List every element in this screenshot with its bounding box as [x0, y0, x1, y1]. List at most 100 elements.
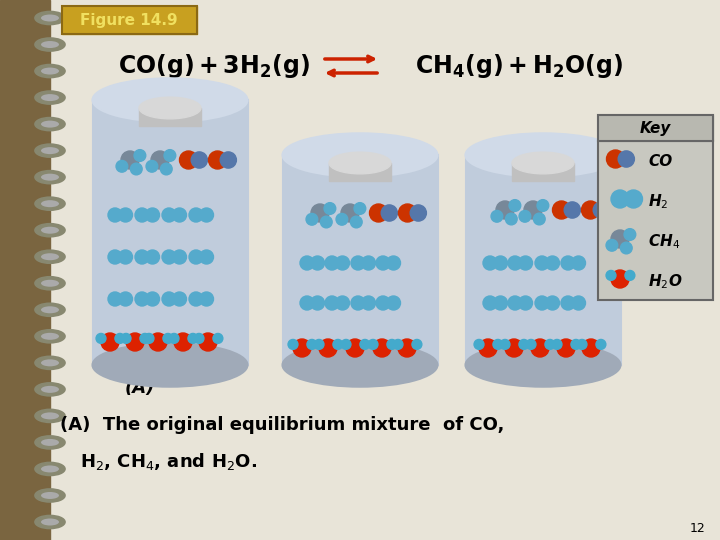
- Circle shape: [518, 256, 533, 270]
- Circle shape: [412, 340, 422, 349]
- Circle shape: [119, 292, 132, 306]
- Circle shape: [108, 208, 122, 222]
- Bar: [0, 0, 50, 540]
- Circle shape: [624, 228, 636, 240]
- Circle shape: [611, 230, 629, 248]
- Circle shape: [582, 339, 600, 357]
- Circle shape: [333, 340, 343, 349]
- Circle shape: [310, 296, 325, 310]
- Circle shape: [508, 256, 522, 270]
- Bar: [598, 115, 713, 300]
- Circle shape: [162, 292, 176, 306]
- Ellipse shape: [41, 465, 59, 472]
- Circle shape: [173, 292, 186, 306]
- Ellipse shape: [41, 359, 59, 366]
- Circle shape: [398, 204, 416, 222]
- Circle shape: [624, 190, 642, 208]
- Ellipse shape: [35, 38, 65, 51]
- Bar: [92, 100, 248, 365]
- Circle shape: [593, 202, 609, 218]
- Circle shape: [194, 333, 204, 343]
- Circle shape: [361, 256, 376, 270]
- Ellipse shape: [41, 120, 59, 127]
- Ellipse shape: [41, 306, 59, 313]
- Circle shape: [537, 200, 549, 211]
- Ellipse shape: [35, 303, 65, 316]
- Circle shape: [509, 200, 521, 211]
- Circle shape: [360, 340, 370, 349]
- Circle shape: [519, 211, 531, 222]
- Ellipse shape: [35, 144, 65, 157]
- Circle shape: [199, 250, 214, 264]
- Circle shape: [496, 201, 514, 219]
- Text: H$_2$, CH$_4$, and H$_2$O.: H$_2$, CH$_4$, and H$_2$O.: [80, 451, 257, 472]
- Circle shape: [126, 333, 144, 351]
- Circle shape: [611, 270, 629, 288]
- Circle shape: [351, 256, 365, 270]
- Circle shape: [101, 333, 119, 351]
- Bar: [598, 115, 713, 300]
- Circle shape: [121, 151, 139, 169]
- Circle shape: [534, 213, 545, 225]
- Ellipse shape: [35, 91, 65, 104]
- Circle shape: [546, 296, 559, 310]
- Circle shape: [135, 208, 149, 222]
- Ellipse shape: [282, 133, 438, 177]
- Circle shape: [145, 292, 160, 306]
- Circle shape: [351, 216, 362, 228]
- Circle shape: [505, 339, 523, 357]
- Circle shape: [199, 208, 214, 222]
- Ellipse shape: [512, 152, 574, 174]
- Ellipse shape: [282, 343, 438, 387]
- Circle shape: [552, 340, 562, 349]
- Circle shape: [493, 296, 508, 310]
- Circle shape: [341, 204, 359, 222]
- Ellipse shape: [35, 277, 65, 290]
- Circle shape: [341, 340, 351, 349]
- Circle shape: [621, 242, 632, 254]
- Circle shape: [474, 340, 484, 349]
- Bar: [329, 163, 391, 181]
- Ellipse shape: [41, 227, 59, 234]
- Ellipse shape: [41, 492, 59, 499]
- Circle shape: [108, 292, 122, 306]
- Ellipse shape: [466, 343, 621, 387]
- Circle shape: [199, 333, 217, 351]
- Circle shape: [618, 151, 634, 167]
- Circle shape: [164, 150, 176, 161]
- Circle shape: [557, 339, 575, 357]
- Circle shape: [361, 296, 376, 310]
- Circle shape: [179, 151, 197, 169]
- Ellipse shape: [41, 200, 59, 207]
- Ellipse shape: [35, 171, 65, 184]
- Circle shape: [398, 339, 416, 357]
- Ellipse shape: [41, 518, 59, 525]
- Ellipse shape: [466, 133, 621, 177]
- Circle shape: [213, 333, 223, 343]
- Text: H$_2$: H$_2$: [648, 193, 669, 211]
- Circle shape: [189, 208, 203, 222]
- Circle shape: [552, 201, 570, 219]
- Circle shape: [134, 150, 145, 161]
- Text: Key: Key: [640, 120, 671, 136]
- Circle shape: [300, 256, 314, 270]
- Circle shape: [161, 163, 172, 175]
- Circle shape: [311, 204, 329, 222]
- Text: CO: CO: [648, 154, 672, 170]
- Circle shape: [188, 333, 198, 343]
- Circle shape: [145, 208, 160, 222]
- Circle shape: [519, 340, 529, 349]
- Text: Figure 14.9: Figure 14.9: [80, 14, 178, 29]
- Circle shape: [577, 340, 587, 349]
- Circle shape: [561, 296, 575, 310]
- Circle shape: [130, 163, 142, 175]
- Ellipse shape: [35, 383, 65, 396]
- Circle shape: [546, 256, 559, 270]
- Text: CH$_4$: CH$_4$: [648, 233, 680, 251]
- Circle shape: [151, 151, 169, 169]
- Ellipse shape: [41, 41, 59, 48]
- Circle shape: [535, 256, 549, 270]
- Circle shape: [336, 256, 349, 270]
- Circle shape: [135, 292, 149, 306]
- Circle shape: [173, 250, 186, 264]
